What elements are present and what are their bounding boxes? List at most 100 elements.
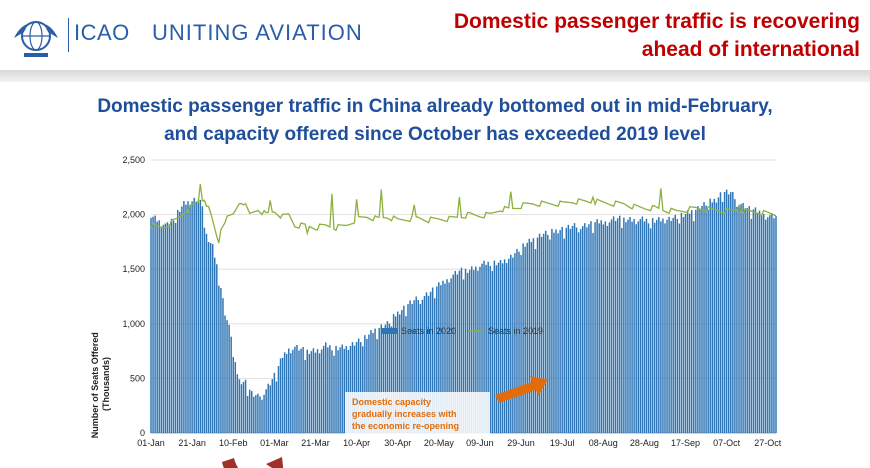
bar-2020	[512, 257, 514, 433]
bar-2020	[357, 338, 360, 433]
x-tick-label: 29-Jun	[507, 438, 535, 448]
bar-2020	[582, 226, 584, 433]
bar-2020	[197, 200, 200, 433]
bar-2020	[641, 216, 644, 433]
bar-2020	[553, 232, 555, 433]
bar-2020	[764, 219, 767, 433]
x-tick-label: 10-Apr	[343, 438, 370, 448]
bar-2020	[616, 218, 619, 433]
bar-2020	[382, 328, 385, 433]
bar-2020	[563, 238, 565, 433]
bar-2020	[762, 213, 765, 433]
bar-2020	[565, 227, 568, 433]
bar-2020	[405, 316, 407, 433]
bar-2020	[368, 334, 370, 433]
bar-2020	[199, 199, 202, 433]
bar-2020	[433, 298, 436, 433]
bar-2020	[510, 254, 512, 433]
bar-2020	[302, 346, 304, 433]
x-tick-label: 09-Jun	[466, 438, 494, 448]
bar-2020	[680, 212, 683, 433]
bar-2020	[399, 314, 401, 433]
bar-2020	[234, 362, 237, 433]
tagline: UNITING AVIATION	[152, 20, 363, 45]
y-tick-labels: 0 500 1,000 1,500 2,000 2,500	[122, 155, 145, 438]
bar-2020	[723, 191, 726, 433]
bar-2020	[614, 220, 617, 433]
bar-2020	[647, 223, 650, 433]
bar-2020	[288, 348, 290, 433]
bar-2020	[715, 202, 718, 433]
bar-2020	[281, 357, 284, 433]
x-tick-labels: 01-Jan 21-Jan 10-Feb 01-Mar 21-Mar 10-Apr 30-A…	[137, 438, 782, 448]
bar-2020	[411, 303, 413, 433]
icao-emblem-icon	[14, 21, 58, 57]
bar-2020	[775, 216, 777, 433]
logo-separator	[68, 18, 69, 52]
bar-2020	[370, 330, 372, 433]
bar-2020	[156, 221, 158, 433]
bar-2020	[462, 279, 465, 433]
bar-2020	[682, 217, 685, 433]
bar-2020	[559, 230, 561, 433]
bar-2020	[773, 218, 775, 433]
bar-2020	[732, 192, 734, 433]
bar-2020	[349, 345, 352, 433]
x-tick-label: 19-Jul	[550, 438, 575, 448]
bar-2020	[425, 292, 428, 433]
bar-2020	[380, 324, 383, 433]
bar-2020	[771, 213, 773, 433]
bar-2020	[290, 353, 292, 433]
bar-2020	[154, 215, 156, 433]
bar-2020	[725, 189, 728, 433]
bar-2020	[526, 242, 528, 433]
bar-2020	[320, 349, 323, 433]
bar-2020	[551, 228, 553, 433]
bar-2020	[322, 345, 325, 433]
bar-2020	[588, 224, 590, 433]
bar-2020	[464, 268, 467, 433]
bar-2020	[458, 270, 461, 433]
bar-2020	[452, 274, 454, 433]
bar-2020	[364, 335, 366, 433]
bar-2020	[238, 379, 241, 433]
bar-2020	[415, 296, 417, 433]
bar-2020	[481, 263, 483, 433]
subtitle-line-1: Domestic passenger traffic in China alre…	[97, 96, 773, 117]
bar-2020	[520, 255, 522, 433]
bar-2020	[590, 221, 592, 433]
chart-subtitle: Domestic passenger traffic in China alre…	[0, 93, 870, 149]
bar-2020	[719, 192, 722, 433]
bar-2020	[577, 232, 580, 433]
bar-2020	[183, 201, 185, 433]
bar-2020	[189, 205, 191, 433]
bar-2020	[244, 379, 247, 433]
bar-2020	[544, 230, 547, 433]
bar-2020	[736, 206, 738, 433]
bar-2020	[730, 192, 732, 433]
bar-2020	[329, 345, 331, 433]
headline-line-1: Domestic passenger traffic is recovering	[453, 10, 860, 33]
bar-2020	[419, 303, 422, 433]
bar-2020	[259, 396, 261, 433]
bar-2020	[401, 310, 403, 433]
bar-2020	[318, 353, 321, 433]
bar-2020	[292, 349, 294, 433]
bar-2020	[392, 313, 395, 433]
legend: Seats in 2020 Seats in 2019	[382, 326, 543, 336]
bar-2020	[649, 228, 652, 433]
bar-2020	[218, 285, 220, 433]
y-tick-label: 2,500	[122, 155, 145, 165]
bar-2020	[333, 355, 335, 433]
bar-2020	[316, 349, 319, 433]
legend-swatch-2020	[382, 328, 398, 334]
x-tick-label: 21-Mar	[301, 438, 330, 448]
bar-2020	[637, 221, 639, 433]
bar-2020	[703, 202, 705, 433]
bar-2020	[306, 349, 308, 433]
bar-2020	[409, 300, 411, 433]
bar-2020	[421, 299, 424, 433]
bar-2020	[555, 229, 557, 433]
x-tick-label: 21-Jan	[178, 438, 206, 448]
bar-2020	[168, 224, 171, 433]
